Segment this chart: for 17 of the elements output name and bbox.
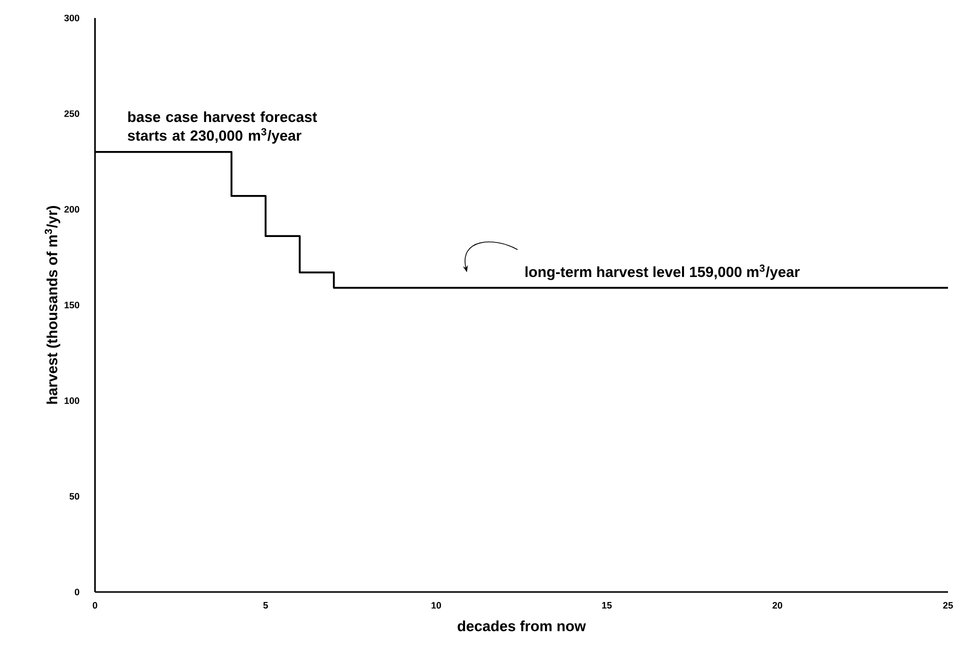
y-tick-label: 300 bbox=[64, 14, 80, 22]
x-tick-label: 25 bbox=[943, 602, 953, 609]
y-tick-label: 50 bbox=[70, 493, 80, 500]
x-tick-label: 0 bbox=[92, 602, 98, 609]
y-axis-title: harvest (thousands of m$^{3}$/yr) bbox=[44, 206, 60, 404]
y-tick-label: 250 bbox=[64, 110, 80, 117]
y-tick-label: 100 bbox=[64, 397, 80, 404]
x-tick-label: 15 bbox=[602, 602, 612, 609]
annotation: long-term harvest level 159,000 m$^{3}$/year bbox=[526, 264, 800, 280]
x-tick-label: 10 bbox=[432, 602, 442, 609]
y-tick-label: 150 bbox=[64, 302, 80, 308]
x-tick-label: 5 bbox=[263, 602, 268, 609]
y-tick-label: 200 bbox=[64, 206, 80, 213]
y-tick-label: 0 bbox=[74, 588, 80, 596]
x-axis-title: decades from now bbox=[458, 620, 586, 632]
annotation: base case harvest forecast starts at 230,000 m$^{3}$/year bbox=[128, 111, 318, 144]
x-tick-label: 20 bbox=[772, 602, 782, 609]
